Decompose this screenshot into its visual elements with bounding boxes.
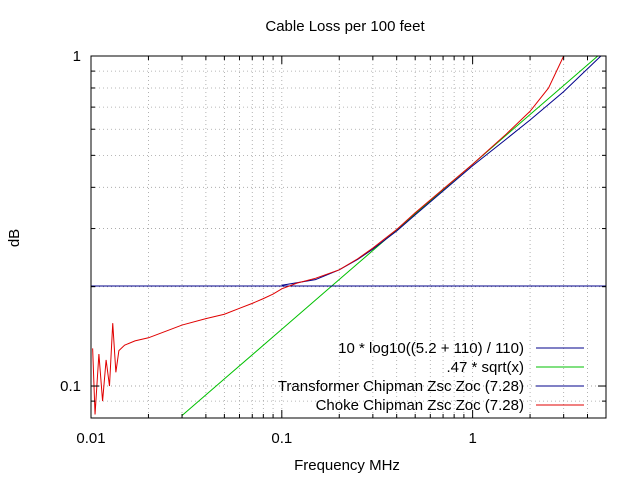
x-tick-label: 1 xyxy=(468,430,476,447)
x-tick-label: 0.01 xyxy=(76,430,105,447)
legend-label: .47 * sqrt(x) xyxy=(446,359,524,376)
plot-frame xyxy=(90,55,607,419)
y-tick-label: 1 xyxy=(73,48,81,65)
legend-label: 10 * log10((5.2 + 110) / 110) xyxy=(338,340,524,357)
y-axis-label: dB xyxy=(6,229,23,247)
series-layer xyxy=(91,56,606,416)
legend: 10 * log10((5.2 + 110) / 110) .47 * sqrt(… xyxy=(278,340,584,414)
legend-label: Transformer Chipman Zsc Zoc (7.28) xyxy=(278,378,524,395)
x-tick-label: 0.1 xyxy=(271,430,292,447)
y-tick-label: 0.1 xyxy=(60,378,81,395)
tick-labels: 0.01 0.1 1 0.1 1 xyxy=(60,48,477,447)
grid xyxy=(91,56,606,418)
legend-label: Choke Chipman Zsc Zoc (7.28) xyxy=(316,397,524,414)
chart-title: Cable Loss per 100 feet xyxy=(265,18,425,35)
x-axis-label: Frequency MHz xyxy=(294,457,400,474)
ticks xyxy=(90,55,607,419)
series-line-3 xyxy=(92,56,565,415)
